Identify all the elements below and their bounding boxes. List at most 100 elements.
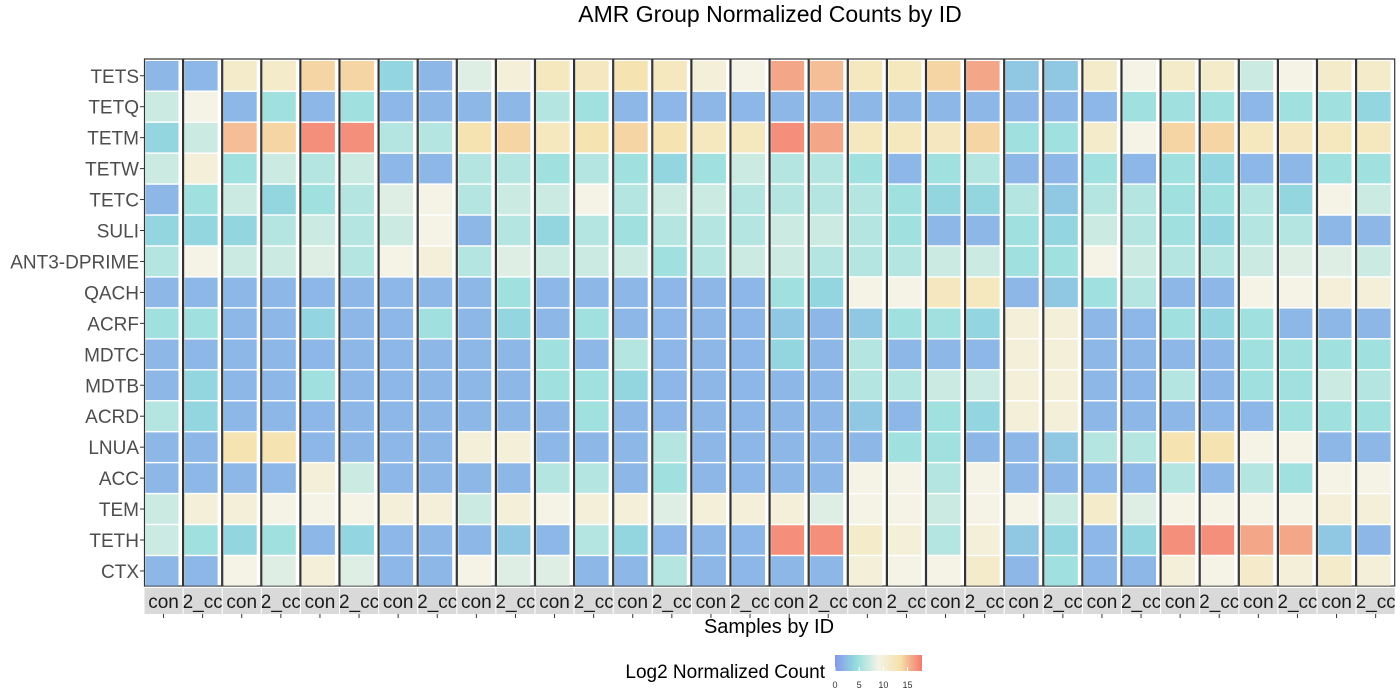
- heatmap-cell: [1279, 401, 1313, 431]
- strip-label: con: [1087, 592, 1118, 613]
- heatmap-cell: [1044, 556, 1078, 586]
- heatmap-cell: [1201, 401, 1235, 431]
- heatmap-cell: [184, 215, 218, 246]
- heatmap-cell: [1318, 61, 1352, 91]
- heatmap-cell: [1162, 556, 1196, 586]
- heatmap-cell: [301, 184, 335, 215]
- heatmap-cell: [380, 339, 414, 370]
- heatmap-cell: [1162, 277, 1196, 308]
- heatmap-cell: [223, 401, 257, 431]
- strip-background: [770, 588, 809, 614]
- heatmap-cell: [341, 556, 374, 586]
- heatmap-cell: [575, 61, 609, 91]
- heatmap-cell: [458, 246, 492, 277]
- heatmap-cell: [810, 277, 844, 308]
- heatmap-cell: [575, 246, 609, 277]
- heatmap-cell: [458, 215, 492, 246]
- heatmap-cell: [966, 215, 1000, 246]
- facet-panel: con: [691, 58, 731, 618]
- heatmap-cell: [1123, 308, 1156, 339]
- heatmap-cell: [1318, 246, 1352, 277]
- heatmap-cell: [419, 556, 453, 586]
- strip-background: [691, 588, 730, 614]
- heatmap-cell: [301, 556, 335, 586]
- heatmap-cell: [497, 525, 531, 555]
- heatmap-cell: [145, 525, 179, 555]
- heatmap-cell: [1123, 370, 1156, 400]
- legend-title: Log2 Normalized Count: [625, 662, 825, 683]
- heatmap-cell: [1279, 370, 1313, 400]
- strip-background: [1082, 588, 1121, 614]
- heatmap-cell: [927, 122, 961, 153]
- heatmap-cell: [1318, 370, 1352, 400]
- heatmap-cell: [380, 401, 414, 431]
- heatmap-cell: [419, 463, 453, 493]
- heatmap-cell: [184, 556, 218, 586]
- heatmap-cell: [262, 246, 296, 277]
- heatmap-cell: [888, 432, 922, 462]
- heatmap-cell: [1357, 122, 1391, 153]
- row-label: QACH: [84, 283, 139, 304]
- heatmap-cell: [301, 525, 335, 555]
- heatmap-cell: [536, 91, 570, 122]
- heatmap-cell: [536, 184, 570, 215]
- heatmap-cell: [536, 122, 570, 153]
- heatmap-cell: [380, 463, 414, 493]
- heatmap-cell: [1201, 153, 1235, 184]
- heatmap-cell: [419, 122, 453, 153]
- heatmap-cell: [1318, 91, 1352, 122]
- heatmap-cell: [1083, 246, 1117, 277]
- strip-background: [1200, 588, 1239, 614]
- heatmap-cell: [1240, 463, 1274, 493]
- heatmap-cell: [810, 525, 844, 555]
- heatmap-cell: [262, 184, 296, 215]
- heatmap-cell: [810, 122, 844, 153]
- facet-panel: 2_cc: [964, 58, 1005, 618]
- heatmap-cell: [575, 463, 609, 493]
- heatmap-cell: [1083, 370, 1117, 400]
- facet-panel: con: [613, 58, 653, 618]
- heatmap-cell: [536, 432, 570, 462]
- facet-panel: con: [222, 58, 262, 618]
- heatmap-cell: [575, 370, 609, 400]
- heatmap-cell: [497, 61, 531, 91]
- strip-label: 2_cc: [183, 592, 223, 613]
- heatmap-cell: [262, 153, 296, 184]
- heatmap-cell: [692, 370, 726, 400]
- heatmap-cell: [497, 184, 531, 215]
- heatmap-cell: [732, 525, 765, 555]
- heatmap-cell: [301, 246, 335, 277]
- heatmap-cell: [184, 61, 218, 91]
- heatmap-cell: [1162, 91, 1196, 122]
- heatmap-cell: [732, 308, 765, 339]
- heatmap-cell: [732, 91, 765, 122]
- heatmap-cell: [301, 432, 335, 462]
- heatmap-cell: [419, 339, 453, 370]
- heatmap-cell: [1279, 277, 1313, 308]
- heatmap-cell: [771, 91, 805, 122]
- heatmap-cell: [966, 463, 1000, 493]
- row-label: ACC: [99, 469, 139, 490]
- heatmap-cell: [1357, 91, 1391, 122]
- heatmap-cell: [458, 277, 492, 308]
- heatmap-cell: [849, 463, 883, 493]
- heatmap-cell: [1357, 463, 1391, 493]
- strip-background: [613, 588, 652, 614]
- heatmap-cell: [1240, 401, 1274, 431]
- facet-panel: 2_cc: [1355, 58, 1396, 618]
- heatmap-cell: [419, 308, 453, 339]
- row-label: TETH: [89, 531, 139, 552]
- heatmap-cell: [1240, 153, 1274, 184]
- heatmap-cell: [888, 277, 922, 308]
- heatmap-cell: [1357, 525, 1391, 555]
- heatmap-cell: [1123, 122, 1156, 153]
- strip-background: [1043, 588, 1082, 614]
- heatmap-cell: [1005, 91, 1039, 122]
- heatmap-cell: [1279, 61, 1313, 91]
- heatmap-cell: [614, 370, 648, 400]
- heatmap-cell: [1240, 370, 1274, 400]
- heatmap-cell: [184, 308, 218, 339]
- row-label: TEM: [99, 500, 139, 521]
- heatmap-cell: [497, 308, 531, 339]
